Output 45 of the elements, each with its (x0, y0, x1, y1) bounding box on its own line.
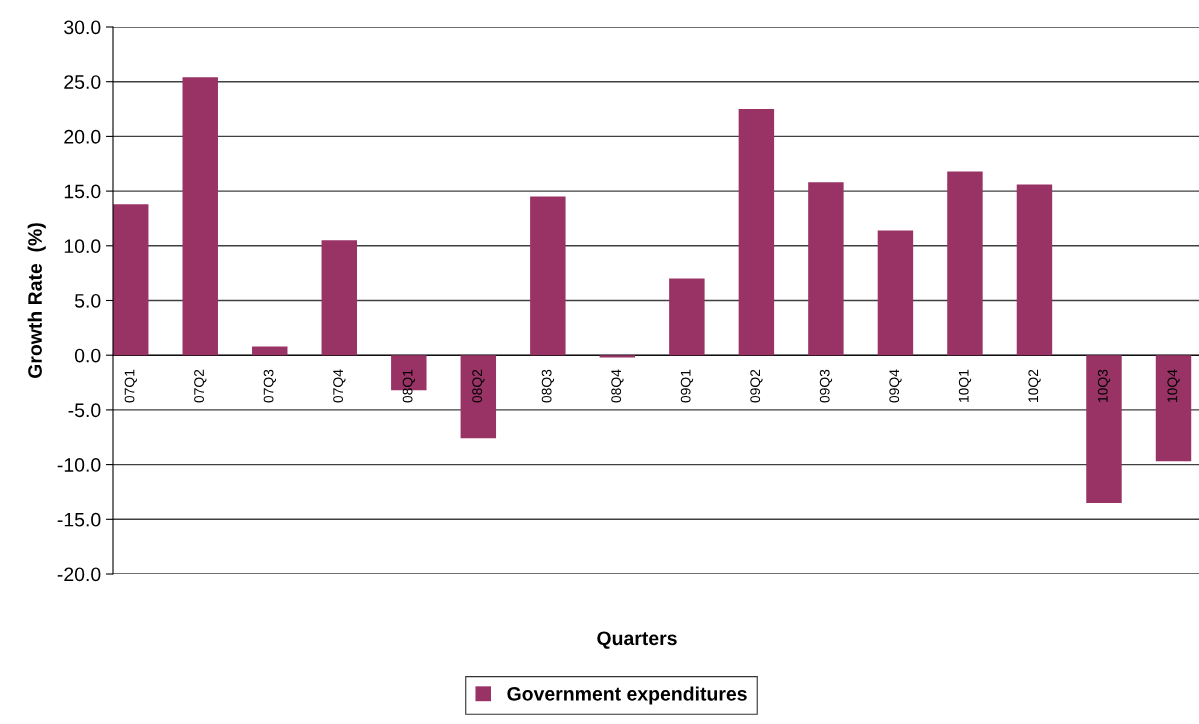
y-tick-label: 30.0 (64, 20, 101, 35)
bar (252, 346, 288, 356)
bar (738, 109, 775, 356)
x-tick-label: 08Q2 (472, 369, 485, 403)
x-tick-label: 08Q4 (611, 369, 624, 403)
bar (113, 204, 149, 356)
x-tick-label: 09Q3 (819, 369, 833, 403)
legend-label: Government expenditures (507, 686, 747, 705)
x-tick-label: 08Q1 (402, 369, 416, 403)
y-axis-title: Growth Rate (%) (27, 223, 46, 379)
x-axis-title: Quarters (597, 631, 677, 649)
bar (808, 182, 844, 356)
x-tick-label: 10Q1 (958, 369, 972, 402)
bar (877, 230, 914, 356)
bar (947, 171, 983, 356)
y-tick-label: 0.0 (74, 348, 101, 363)
bar (599, 355, 636, 358)
y-tick-label: 15.0 (64, 184, 101, 199)
y-tick-label: 20.0 (64, 129, 101, 144)
x-tick-label: 10Q2 (1028, 369, 1041, 402)
y-tick-label: 5.0 (74, 293, 101, 308)
y-tick-label: -5.0 (68, 403, 101, 418)
x-tick-label: 09Q1 (680, 369, 694, 403)
x-tick-label: 09Q2 (750, 369, 763, 403)
bar (1086, 355, 1122, 503)
x-tick-label: 08Q3 (541, 369, 555, 403)
x-tick-label: 07Q4 (333, 369, 346, 403)
y-tick-label: 25.0 (64, 75, 101, 89)
y-tick-label: -15.0 (57, 512, 101, 527)
x-tick-label: 07Q2 (194, 369, 207, 403)
y-tick-label: -10.0 (57, 458, 101, 472)
bar (1016, 184, 1053, 356)
x-tick-label: 07Q3 (263, 369, 276, 403)
bar (182, 77, 218, 356)
x-tick-label: 10Q3 (1097, 369, 1111, 402)
bar (669, 278, 705, 356)
x-tick-label: 07Q1 (124, 369, 137, 403)
bar (321, 240, 358, 356)
y-tick-label: 10.0 (64, 239, 101, 254)
bar (460, 355, 497, 439)
x-tick-label: 10Q4 (1167, 369, 1180, 402)
bar (1155, 355, 1192, 462)
x-tick-label: 09Q4 (889, 369, 902, 403)
bar (530, 196, 566, 356)
y-tick-label: -20.0 (57, 567, 101, 582)
